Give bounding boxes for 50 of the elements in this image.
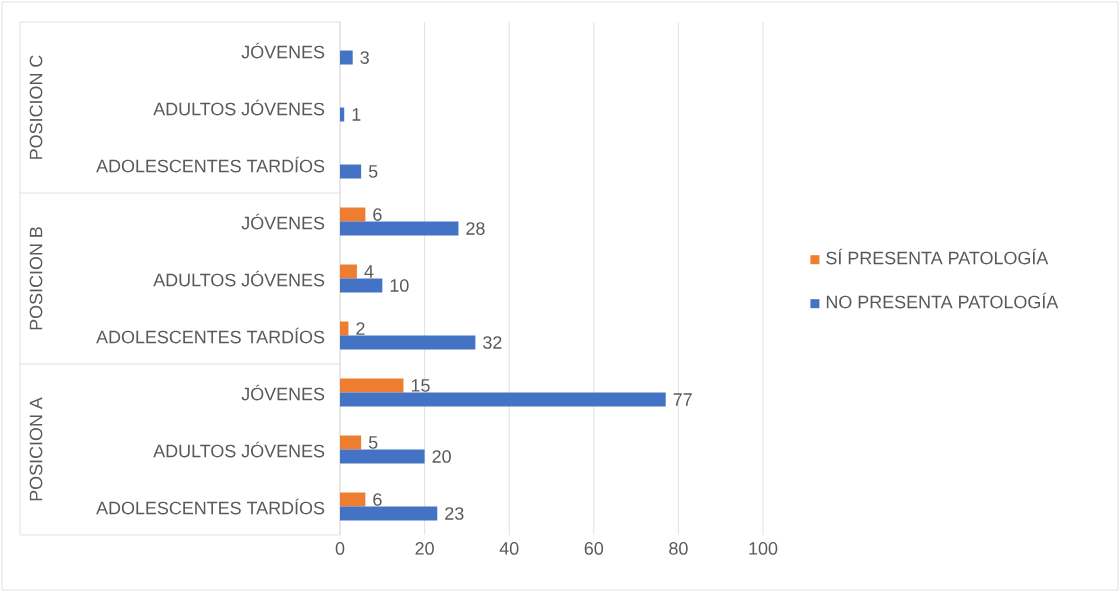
y-tick-label: ADULTOS JÓVENES	[153, 270, 325, 287]
text: POSICION C	[29, 55, 43, 159]
x-tick-label: 0	[335, 542, 345, 555]
data-label: 2	[356, 322, 365, 335]
text: POSICION B	[29, 227, 43, 330]
text: POSICION A	[29, 397, 43, 501]
data-label: 1	[352, 108, 361, 121]
y-tick-label: ADULTOS JÓVENES	[153, 99, 325, 116]
legend-label: NO PRESENTA PATOLOGÍA	[826, 292, 1059, 309]
data-label: 77	[673, 393, 692, 406]
legend-label: SÍ PRESENTA PATOLOGÍA	[826, 248, 1049, 265]
data-label: 5	[368, 165, 378, 178]
bar	[340, 50, 353, 65]
x-tick-label: 100	[749, 542, 778, 555]
y-tick-label: JÓVENES	[241, 42, 325, 59]
data-label: 6	[373, 208, 382, 221]
data-label: 20	[432, 450, 451, 463]
bar	[340, 107, 345, 122]
y-tick-label: ADULTOS JÓVENES	[153, 441, 325, 458]
bar	[340, 221, 459, 236]
x-tick-label: 40	[499, 542, 519, 555]
x-tick-label: 20	[415, 542, 434, 555]
y-tick-label: ADOLESCENTES TARDÍOS	[96, 156, 325, 173]
bar	[340, 449, 425, 464]
bar	[340, 278, 383, 293]
bar	[340, 435, 362, 450]
bar	[340, 164, 362, 179]
data-label: 3	[360, 51, 369, 64]
x-tick-label: 60	[584, 542, 604, 555]
bar	[340, 506, 438, 521]
bar	[340, 321, 349, 336]
x-tick-label: 80	[669, 542, 688, 555]
y-tick-label: ADOLESCENTES TARDÍOS	[96, 327, 325, 344]
data-label: 5	[368, 436, 378, 449]
data-label: 15	[411, 379, 430, 392]
data-label: 4	[364, 265, 374, 278]
bar	[340, 335, 476, 350]
y-tick-label: ADOLESCENTES TARDÍOS	[96, 498, 325, 515]
bar	[340, 264, 357, 279]
y-tick-label: JÓVENES	[241, 213, 325, 230]
data-label: 28	[466, 222, 485, 235]
data-label: 6	[373, 493, 382, 506]
data-label: 32	[483, 336, 502, 349]
bar	[340, 207, 366, 222]
bar	[340, 378, 404, 393]
y-tick-label: JÓVENES	[241, 384, 325, 401]
bar	[340, 492, 366, 507]
data-label: 23	[445, 507, 464, 520]
bar	[340, 392, 666, 407]
data-label: 10	[390, 279, 409, 292]
